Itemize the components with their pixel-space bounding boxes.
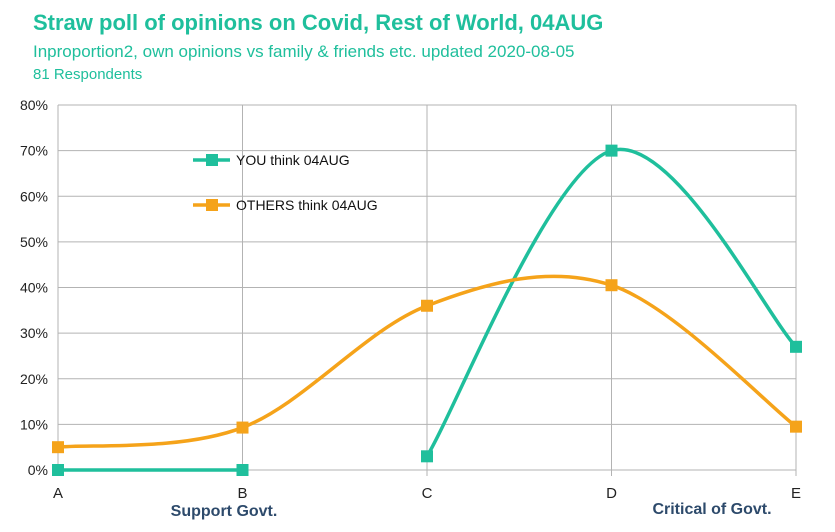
x-tick-label: D — [606, 485, 617, 502]
y-tick-label: 60% — [20, 188, 48, 204]
respondents-note: 81 Respondents — [33, 66, 143, 83]
support-govt-annotation: Support Govt. — [171, 503, 278, 520]
data-point-marker — [790, 420, 802, 433]
data-point-marker — [790, 340, 802, 353]
y-axis-ticks: 0% 10% 20% 30% 40% 50% 60% 70% 80% — [20, 97, 48, 478]
y-tick-label: 30% — [20, 325, 48, 341]
y-tick-label: 10% — [20, 416, 48, 432]
data-point-marker — [236, 464, 249, 476]
y-tick-label: 80% — [20, 97, 48, 113]
x-tick-label: E — [791, 485, 801, 502]
x-axis-ticks: A B C D E — [53, 485, 801, 502]
x-tick-label: C — [422, 485, 433, 502]
data-point-marker — [605, 279, 618, 292]
chart-title: Straw poll of opinions on Covid, Rest of… — [33, 10, 604, 35]
legend: YOU think 04AUG OTHERS think 04AUG — [193, 152, 378, 213]
critical-govt-annotation: Critical of Govt. — [652, 501, 771, 518]
y-tick-label: 50% — [20, 234, 48, 250]
data-point-marker — [236, 421, 249, 434]
legend-label: YOU think 04AUG — [236, 152, 350, 168]
x-tick-label: A — [53, 485, 63, 502]
data-point-marker — [605, 144, 618, 157]
series-group — [52, 144, 802, 476]
series-0 — [52, 144, 802, 476]
y-tick-label: 40% — [20, 280, 48, 296]
data-point-marker — [52, 464, 64, 476]
y-tick-label: 0% — [28, 462, 48, 478]
y-tick-label: 20% — [20, 371, 48, 387]
data-point-marker — [52, 441, 64, 454]
series-1 — [52, 274, 802, 454]
chart-subtitle: Inproportion2, own opinions vs family & … — [33, 42, 575, 61]
legend-label: OTHERS think 04AUG — [236, 197, 378, 213]
data-point-marker — [421, 299, 433, 312]
x-tick-label: B — [237, 485, 247, 502]
legend-swatch-marker — [206, 154, 218, 166]
legend-swatch-marker — [206, 199, 218, 211]
data-point-marker — [421, 450, 433, 463]
gridlines — [57, 104, 797, 476]
y-tick-label: 70% — [20, 143, 48, 159]
